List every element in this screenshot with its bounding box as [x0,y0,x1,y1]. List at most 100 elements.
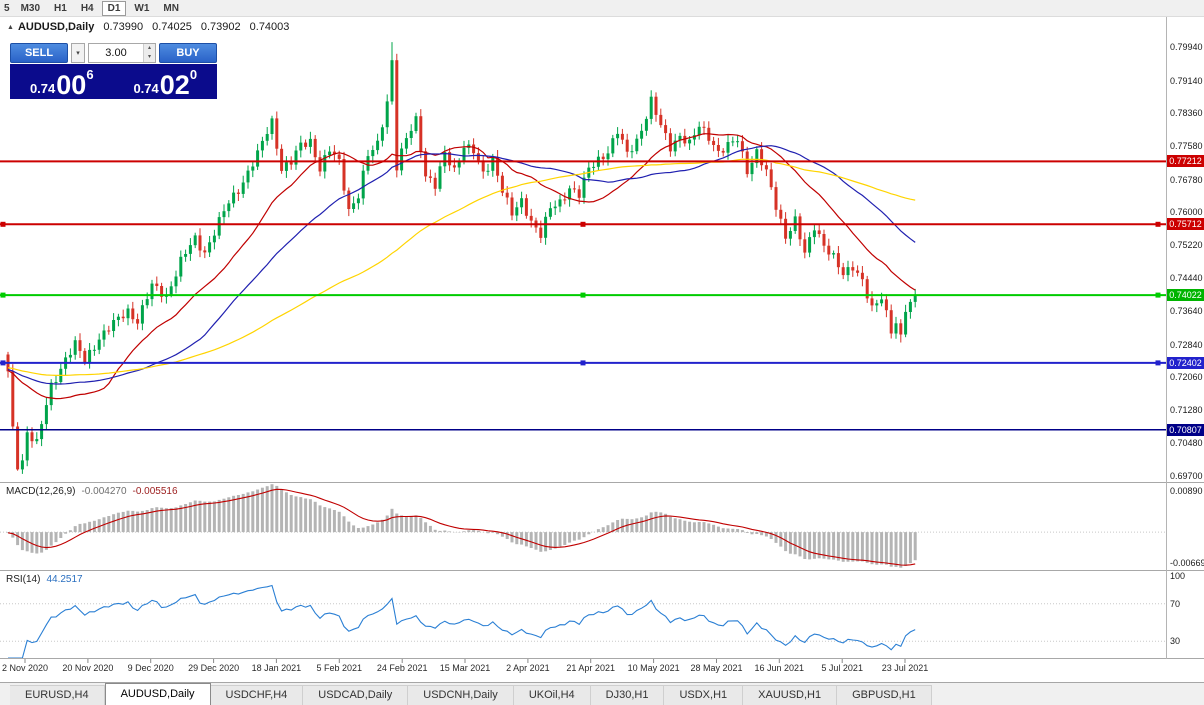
price-tag-0.77212: 0.77212 [1167,155,1204,167]
horizontal-level-lines[interactable] [0,160,1166,431]
price-axis-label: 0.79940 [1170,42,1203,52]
chart-tab-gbpusd-h1[interactable]: GBPUSD,H1 [837,685,932,705]
volume-spinner[interactable]: ▴ ▾ [143,44,155,62]
macd-name: MACD(12,26,9) [6,486,76,497]
chart-tab-audusd-daily[interactable]: AUDUSD,Daily [104,683,211,705]
sell-price-prefix: 0.74 [29,81,56,96]
price-axis-label: 0.71280 [1170,405,1203,415]
timeframe-button-h4[interactable]: H4 [80,2,94,14]
ohlc-high: 0.74025 [152,21,192,33]
chart-tab-ukoil-h4[interactable]: UKOil,H4 [513,685,591,705]
chart-tab-usdcad-daily[interactable]: USDCAD,Daily [303,685,409,705]
price-axis-label: 0.70480 [1170,438,1203,448]
price-tag-0.72402: 0.72402 [1167,357,1204,369]
trade-controls-row: SELL ▾ 3.00 ▴ ▾ BUY [10,43,217,63]
price-axis-label: 0.72060 [1170,372,1203,382]
buy-price-pip-digit: 0 [189,67,198,82]
date-axis-label: 5 Feb 2021 [316,663,363,673]
spinner-up-icon[interactable]: ▴ [144,44,155,53]
rsi-indicator [0,584,1166,659]
price-axis-label: 0.77580 [1170,141,1203,151]
date-axis-label: 18 Jan 2021 [251,663,302,673]
price-axis-label: 0.74440 [1170,273,1203,283]
volume-dropdown-button[interactable]: ▾ [71,43,85,63]
date-axis-label: 9 Dec 2020 [127,663,174,673]
macd-axis-label: 0.00890 [1170,486,1203,496]
chart-symbol-header: ▲ AUDUSD,Daily 0.73990 0.74025 0.73902 0… [7,21,298,33]
price-axis-label: 0.69700 [1170,471,1203,481]
date-axis-label: 10 May 2021 [627,663,680,673]
chart-tab-usdcnh-daily[interactable]: USDCNH,Daily [408,685,514,705]
price-tag-0.75712: 0.75712 [1167,218,1204,230]
collapse-arrow-icon[interactable]: ▲ [7,23,14,31]
bid-ask-display: 0.74 00 6 0.74 02 0 [10,64,217,99]
date-axis-label: 15 Mar 2021 [439,663,491,673]
buy-button[interactable]: BUY [159,43,217,63]
macd-main-value: -0.004270 [81,486,127,497]
ohlc-open: 0.73990 [103,21,144,33]
ohlc-close: 0.74003 [249,21,290,33]
date-axis-label: 24 Feb 2021 [376,663,428,673]
price-tag-0.70807: 0.70807 [1167,424,1204,436]
sell-price-pip-digit: 6 [86,67,94,82]
timeframe-button-h1[interactable]: H1 [54,2,67,14]
timeframe-button-mn[interactable]: MN [163,2,179,14]
buy-price-display[interactable]: 0.74 02 0 [114,64,218,99]
rsi-axis-label: 100 [1170,571,1186,581]
chart-tab-bar: EURUSD,H4 AUDUSD,Daily USDCHF,H4 USDCAD,Dai… [0,682,1204,705]
sell-price-big-digits: 00 [56,70,87,100]
date-axis-label: 29 Dec 2020 [188,663,240,673]
timeframe-button-d1[interactable]: D1 [101,0,127,16]
chart-canvas[interactable] [0,0,1204,679]
buy-price-prefix: 0.74 [133,81,159,96]
price-axis-label: 0.73640 [1170,306,1203,316]
chart-tab-usdchf-h4[interactable]: USDCHF,H4 [210,685,304,705]
rsi-value: 44.2517 [46,574,83,585]
panel-separators [0,17,1204,659]
sell-price-display[interactable]: 0.74 00 6 [10,64,114,99]
timeframe-button-w1[interactable]: W1 [134,2,150,14]
date-ticks [24,659,906,663]
one-click-trading-panel: SELL ▾ 3.00 ▴ ▾ BUY 0.74 00 6 0.74 02 0 [10,43,217,99]
chart-tab-eurusd-h4[interactable]: EURUSD,H4 [10,685,105,705]
chart-tab-xauusd-h1[interactable]: XAUUSD,H1 [743,685,838,705]
candles [6,42,917,474]
buy-price-big-digits: 02 [159,70,190,100]
sell-button[interactable]: SELL [10,43,68,63]
date-axis-label: 20 Nov 2020 [62,663,114,673]
volume-field[interactable]: 3.00 ▴ ▾ [88,43,156,63]
date-axis-label: 23 Jul 2021 [881,663,929,673]
price-axis-label: 0.79140 [1170,76,1203,86]
date-axis-label: 2 Nov 2020 [1,663,49,673]
price-axis-label: 0.72840 [1170,340,1203,350]
ohlc-low: 0.73902 [200,21,241,33]
rsi-name: RSI(14) [6,574,41,585]
price-axis-label: 0.75220 [1170,240,1203,250]
timeframe-button-5[interactable]: 5 [4,2,10,14]
chart-tab-dj30-h1[interactable]: DJ30,H1 [590,685,665,705]
date-axis-label: 16 Jun 2021 [754,663,805,673]
symbol-label: AUDUSD,Daily [17,21,95,33]
macd-indicator-label: MACD(12,26,9) -0.004270 -0.005516 [6,486,178,497]
macd-indicator [0,484,1166,568]
date-axis-label: 28 May 2021 [690,663,743,673]
timeframe-button-m30[interactable]: M30 [20,2,41,14]
date-axis-label: 2 Apr 2021 [506,663,550,673]
rsi-axis-label: 30 [1170,636,1181,646]
spinner-down-icon[interactable]: ▾ [144,53,155,62]
rsi-indicator-label: RSI(14) 44.2517 [6,574,83,585]
date-axis-label: 5 Jul 2021 [821,663,863,673]
date-axis-label: 21 Apr 2021 [566,663,615,673]
macd-axis-label: -0.00669 [1170,558,1204,568]
macd-signal-value: -0.005516 [132,486,178,497]
price-axis-label: 0.76000 [1170,207,1203,217]
chart-tab-usdx-h1[interactable]: USDX,H1 [664,685,744,705]
moving-average-lines [7,133,916,400]
volume-value: 3.00 [105,47,127,59]
chevron-down-icon: ▾ [76,50,80,57]
rsi-axis-label: 70 [1170,599,1181,609]
price-tag-0.74022: 0.74022 [1167,289,1204,301]
price-axis-label: 0.78360 [1170,108,1203,118]
timeframe-toolbar: 5 M30 H1 H4 D1 W1 MN [0,0,1204,17]
price-axis-label: 0.76780 [1170,175,1203,185]
